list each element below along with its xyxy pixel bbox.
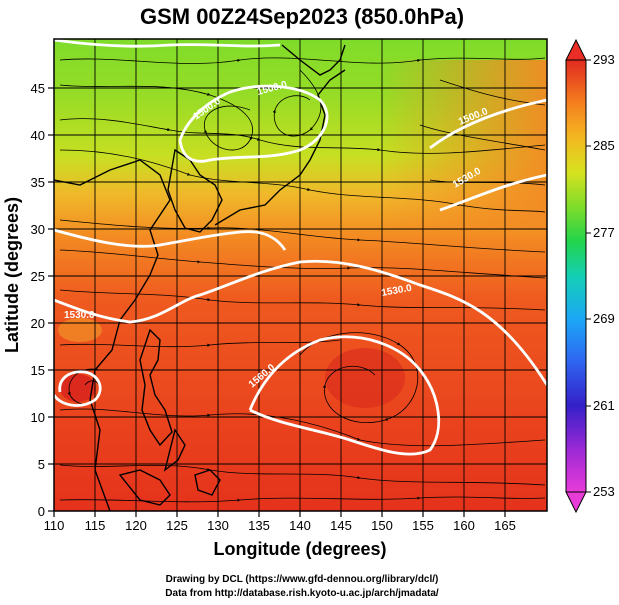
- y-tick-label: 15: [31, 363, 45, 378]
- y-tick-label: 25: [31, 269, 45, 284]
- x-tick-label: 130: [207, 518, 229, 533]
- cool-pocket-left: [58, 318, 102, 342]
- y-tick-label: 20: [31, 316, 45, 331]
- contour-label-center: 1530.0: [381, 283, 413, 299]
- y-tick-label: 40: [31, 128, 45, 143]
- x-tick-label: 165: [494, 518, 516, 533]
- x-axis: 110 115 120 125 130 135 140 145 150 155 …: [44, 511, 516, 533]
- y-tick-label: 30: [31, 222, 45, 237]
- y-tick-label: 45: [31, 81, 45, 96]
- colorbar-label: 253: [593, 484, 615, 499]
- x-tick-label: 135: [248, 518, 270, 533]
- x-tick-label: 120: [125, 518, 147, 533]
- contour-label-west: 1530.0: [64, 310, 95, 321]
- colorbar-label: 261: [593, 398, 615, 413]
- x-tick-label: 115: [85, 518, 106, 533]
- x-tick-label: 110: [44, 518, 65, 533]
- colorbar-label: 293: [593, 52, 615, 67]
- x-tick-label: 160: [453, 518, 475, 533]
- y-tick-label: 10: [31, 410, 45, 425]
- x-tick-label: 150: [371, 518, 393, 533]
- x-tick-marks: [53, 511, 506, 517]
- chart-title: GSM 00Z24Sep2023 (850.0hPa): [140, 4, 464, 29]
- plot-area: 1530.0 1530.0 1500.0 1530.0 1560.0 1500.…: [54, 39, 547, 511]
- colorbar: 293 285 277 269 261 253: [565, 38, 615, 514]
- colorbar-bottom-triangle: [565, 491, 587, 514]
- y-tick-label: 35: [31, 175, 45, 190]
- colorbar-top-triangle: [565, 38, 587, 61]
- x-tick-label: 140: [289, 518, 311, 533]
- gridlines: [54, 39, 547, 511]
- warm-core-east: [325, 348, 405, 408]
- x-axis-label: Longitude (degrees): [213, 539, 386, 559]
- colorbar-label: 277: [593, 225, 615, 240]
- colorbar-gradient: [565, 59, 587, 493]
- contours: [54, 39, 547, 456]
- y-tick-label: 5: [38, 457, 45, 472]
- colorbar-label: 285: [593, 138, 615, 153]
- credit-data: Data from http://database.rish.kyoto-u.a…: [165, 588, 439, 599]
- streamlines: [59, 57, 546, 503]
- y-axis-label: Latitude (degrees): [2, 197, 22, 353]
- colorbar-ticks: [586, 59, 591, 493]
- y-axis: 0 5 10 15 20 25 30 35 40 45: [31, 81, 54, 519]
- colorbar-label: 269: [593, 311, 615, 326]
- x-tick-label: 125: [166, 518, 188, 533]
- credit-drawing: Drawing by DCL (https://www.gfd-dennou.o…: [166, 574, 439, 585]
- y-tick-label: 0: [38, 504, 45, 519]
- y-tick-marks: [48, 87, 54, 512]
- x-tick-label: 145: [330, 518, 352, 533]
- x-tick-label: 155: [412, 518, 434, 533]
- warm-east-region: [380, 60, 547, 230]
